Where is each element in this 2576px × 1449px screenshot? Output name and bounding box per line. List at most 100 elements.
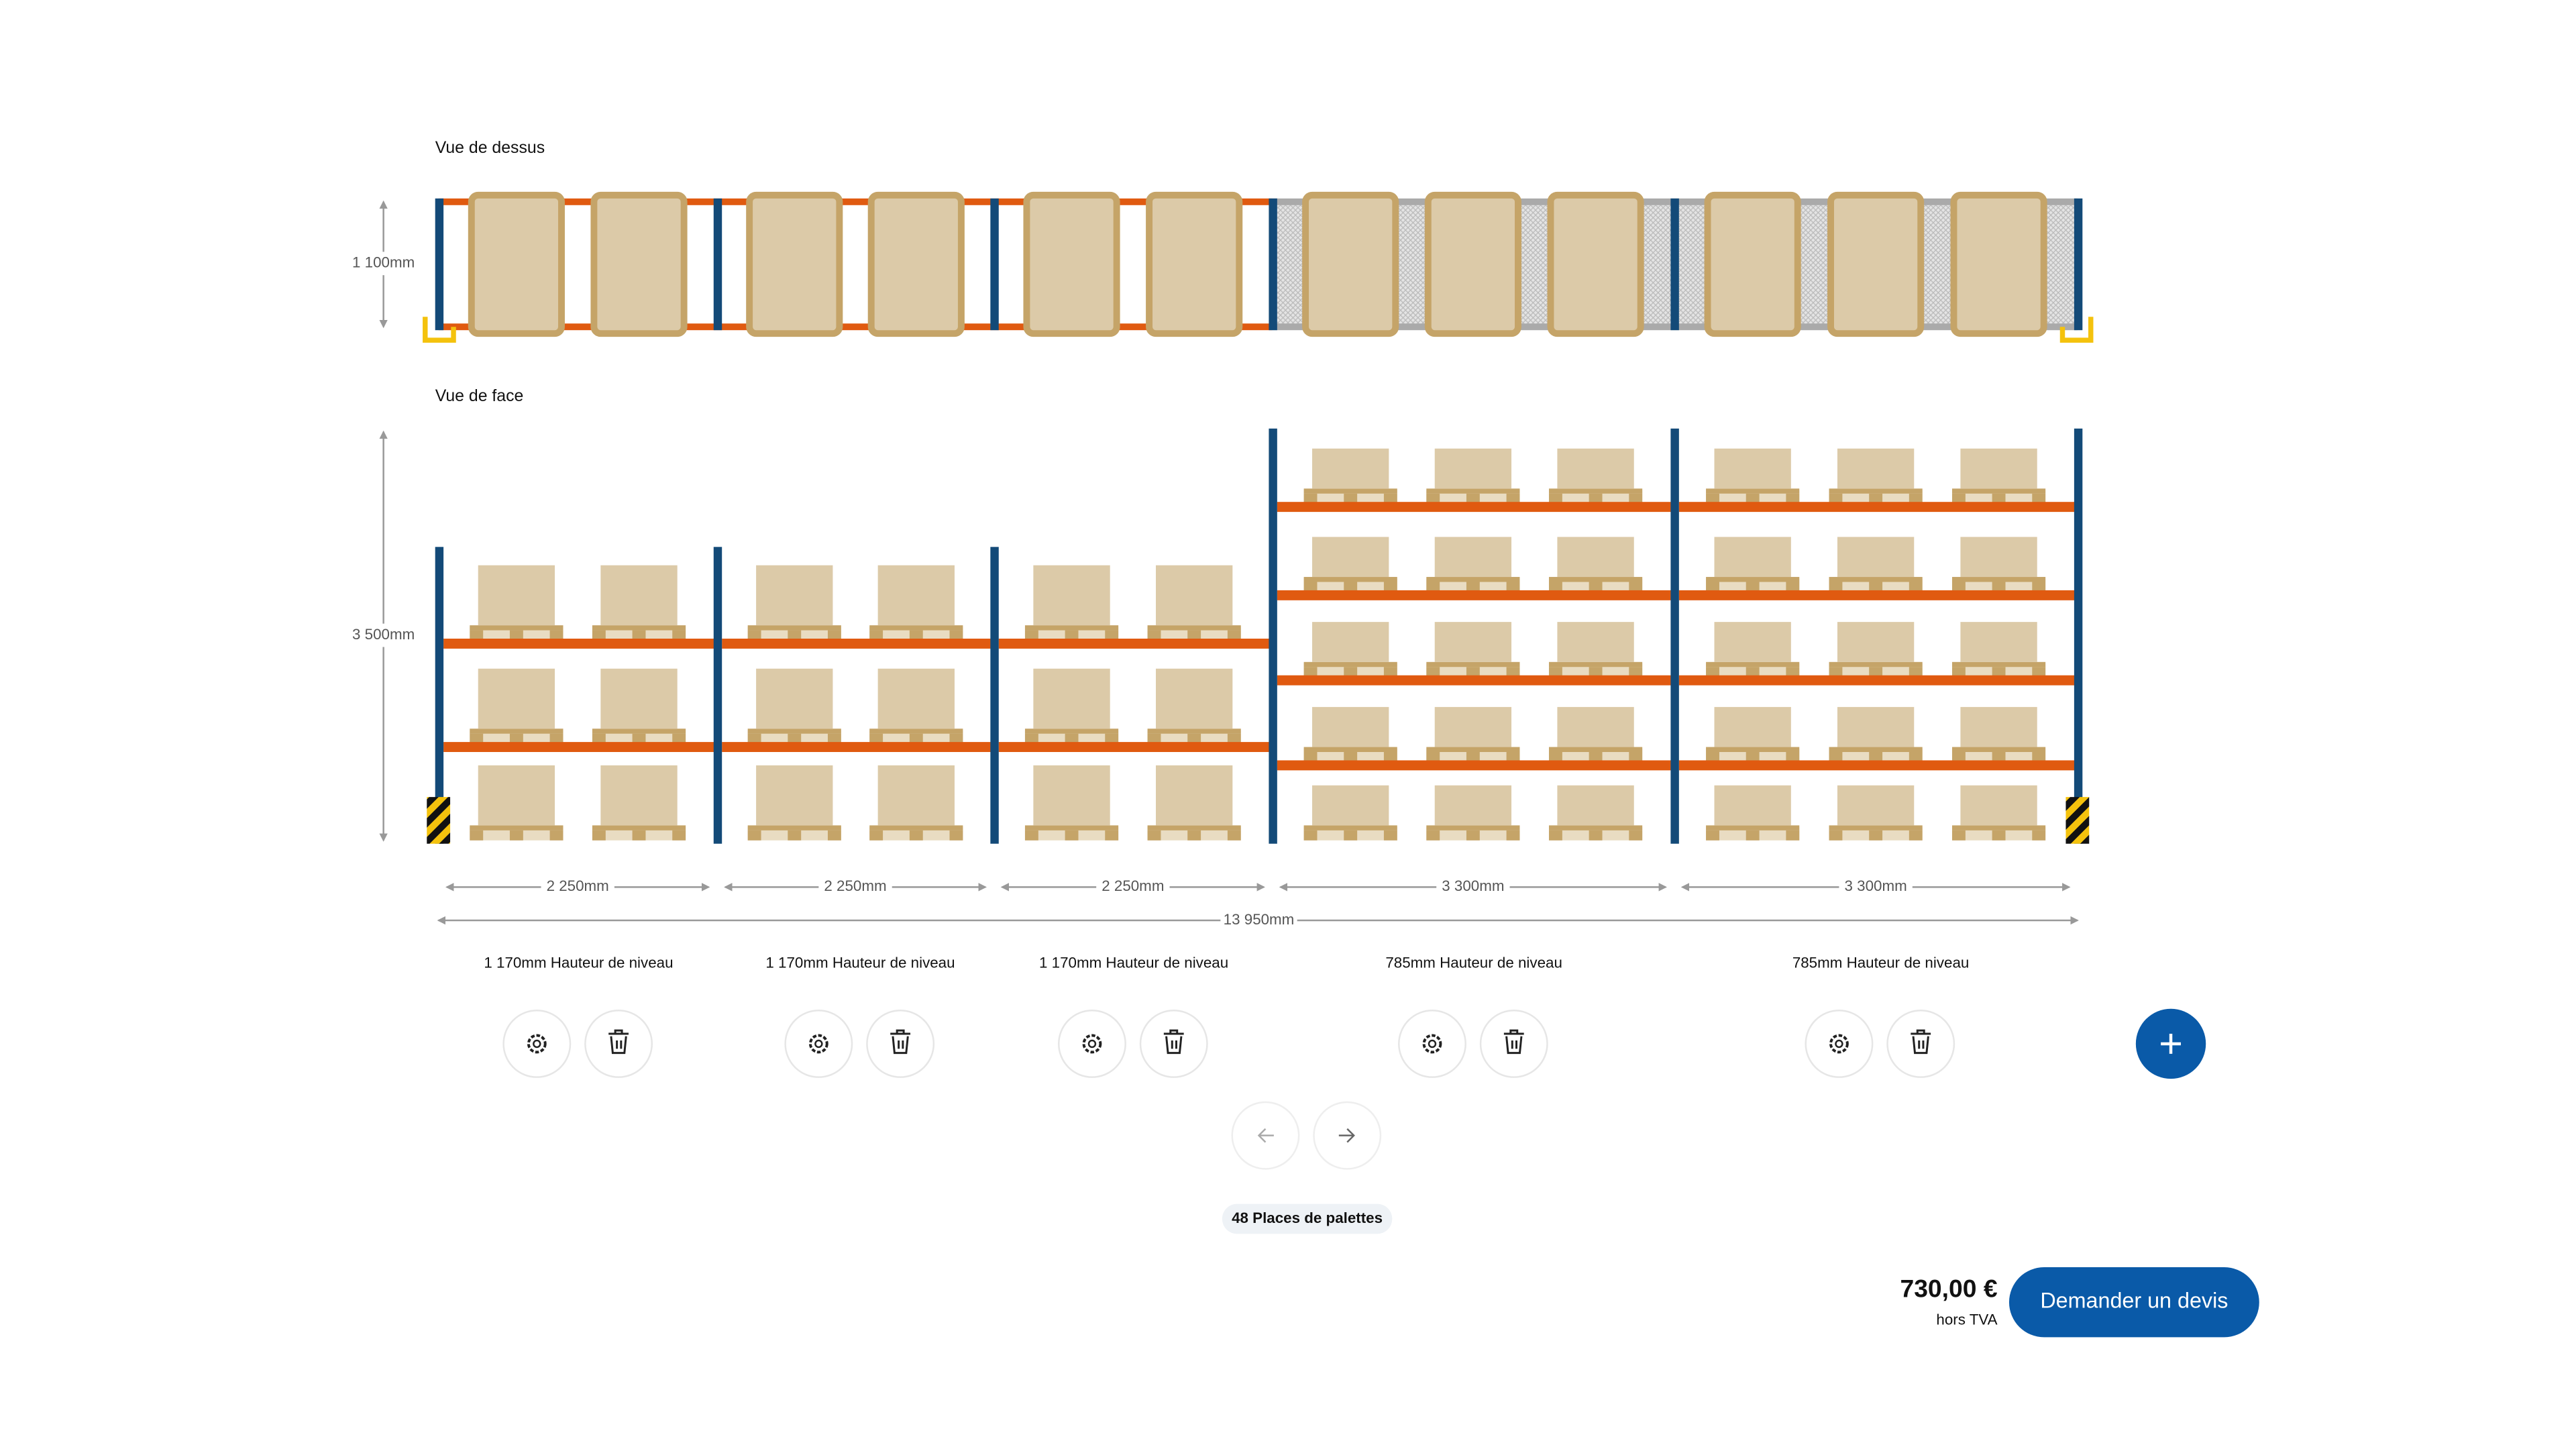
pallet-block xyxy=(672,830,686,841)
pallet-block xyxy=(1869,752,1883,762)
pallet-top-view xyxy=(746,191,843,337)
pallet-block xyxy=(1589,752,1603,762)
delete-button[interactable] xyxy=(866,1010,935,1078)
pallet-block xyxy=(1506,752,1520,762)
delete-button[interactable] xyxy=(1139,1010,1208,1078)
pallet-top xyxy=(869,825,963,830)
quote-button[interactable]: Demander un devis xyxy=(2008,1267,2259,1338)
beam-top xyxy=(438,323,717,331)
load xyxy=(1837,448,1915,489)
load xyxy=(1434,448,1512,489)
load xyxy=(756,565,833,626)
upright-top xyxy=(2074,198,2083,331)
delete-button[interactable] xyxy=(1479,1010,1548,1078)
beam xyxy=(1277,760,1674,771)
pallet-block xyxy=(1909,667,1923,678)
load xyxy=(756,668,833,729)
pallet-top xyxy=(1951,488,2046,494)
pallet-block xyxy=(1303,830,1318,841)
pallet-block xyxy=(1065,733,1079,744)
load xyxy=(1557,706,1634,747)
settings-button[interactable] xyxy=(784,1010,853,1078)
pallet-top xyxy=(747,625,841,631)
load xyxy=(478,565,555,626)
pallet-top xyxy=(1303,577,1397,582)
level-height: 785mm Hauteur de niveau xyxy=(1385,955,1562,971)
pallet-block xyxy=(509,733,523,744)
beam-top xyxy=(994,323,1273,331)
load xyxy=(1033,765,1110,826)
button-bg xyxy=(1479,1010,1548,1078)
pallet-block xyxy=(1548,667,1562,678)
settings-button[interactable] xyxy=(502,1010,572,1078)
pallet-top xyxy=(1706,661,1800,667)
button-bg xyxy=(584,1010,653,1078)
total-width: 13 950mm xyxy=(1224,911,1295,928)
pallet-block xyxy=(1548,582,1562,592)
load xyxy=(600,765,678,826)
pallet-block xyxy=(1303,582,1318,592)
pallet-top xyxy=(470,729,564,734)
beam xyxy=(1277,675,1674,686)
upright xyxy=(713,547,722,844)
settings-button[interactable] xyxy=(1805,1010,1874,1078)
load xyxy=(1557,785,1634,826)
pallet-block xyxy=(1548,830,1562,841)
level-height: 785mm Hauteur de niveau xyxy=(1792,955,1970,971)
load xyxy=(1837,537,1915,578)
pallet-block xyxy=(1227,830,1241,841)
settings-button[interactable] xyxy=(1058,1010,1126,1078)
pallet-top xyxy=(869,729,963,734)
pallet-block xyxy=(1951,830,1966,841)
next-button[interactable] xyxy=(1313,1101,1382,1170)
pallet-block xyxy=(1227,630,1241,641)
add-bay-button[interactable] xyxy=(2135,1008,2206,1079)
gear-hole xyxy=(1087,1039,1097,1049)
pallet-block xyxy=(949,733,963,744)
impact-guard xyxy=(2065,797,2090,844)
pallet-block xyxy=(1706,830,1719,841)
delete-button[interactable] xyxy=(1886,1010,1955,1078)
button-bg xyxy=(1139,1010,1208,1078)
load xyxy=(1434,785,1512,826)
pallet-block xyxy=(1466,830,1480,841)
button-bg xyxy=(1398,1010,1466,1078)
pallet-block xyxy=(1869,830,1883,841)
settings-button[interactable] xyxy=(1398,1010,1466,1078)
prev-button[interactable] xyxy=(1231,1101,1300,1170)
trash xyxy=(1911,1029,1931,1055)
pallet-block xyxy=(1303,752,1318,762)
pallet-block xyxy=(747,830,761,841)
pallet-top-view xyxy=(1547,191,1644,337)
pallet-block xyxy=(2032,830,2046,841)
pallet-block xyxy=(470,733,484,744)
pallet-block xyxy=(788,733,802,744)
delete-button[interactable] xyxy=(584,1010,653,1078)
level-height: 1 170mm Hauteur de niveau xyxy=(1039,955,1228,971)
pallet-top xyxy=(1426,661,1520,667)
pallet-top xyxy=(1951,825,2046,830)
pallet-top xyxy=(1829,577,1923,582)
pallet-top xyxy=(1548,661,1643,667)
load xyxy=(1960,448,2037,489)
pallet-block xyxy=(509,630,523,641)
gear xyxy=(1082,1034,1102,1054)
pallet-block xyxy=(1105,830,1119,841)
load xyxy=(1714,622,1791,662)
pallet-block xyxy=(1786,493,1800,504)
beam xyxy=(998,742,1273,753)
beam xyxy=(722,639,994,649)
pallet-block xyxy=(909,733,923,744)
button-bg xyxy=(1805,1010,1874,1078)
pallet-block xyxy=(1786,830,1800,841)
load xyxy=(1714,785,1791,826)
pallet-block xyxy=(672,733,686,744)
pallet-block xyxy=(788,830,802,841)
load xyxy=(478,668,555,729)
load xyxy=(1434,706,1512,747)
pallet-block xyxy=(1506,493,1520,504)
pallet-block xyxy=(1786,667,1800,678)
pallet-block xyxy=(1829,582,1843,592)
load xyxy=(478,765,555,826)
pallet-top xyxy=(1303,747,1397,753)
